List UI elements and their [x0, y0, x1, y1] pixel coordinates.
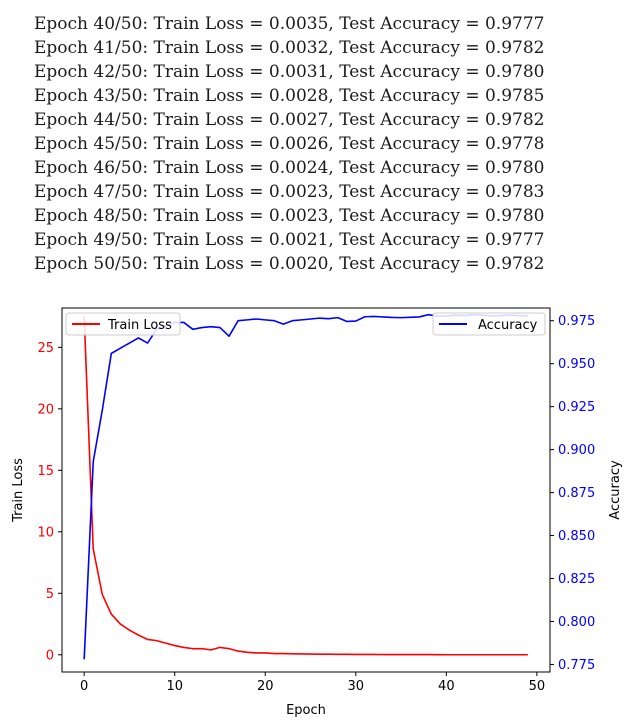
right-axis-ticks: 0.775 0.800 0.825 0.850 0.875 0.900 0.925 0.950…	[550, 314, 595, 673]
x-tick-label: 10	[166, 679, 183, 694]
x-axis-label: Epoch	[286, 703, 326, 718]
x-tick-label: 20	[257, 679, 274, 694]
accuracy-line	[83, 313, 528, 660]
legend-train-loss: Train Loss	[65, 312, 181, 336]
x-tick-label: 30	[348, 679, 365, 694]
right-tick-label: 0.950	[558, 357, 595, 372]
left-tick-label: 10	[37, 525, 54, 540]
right-tick-label: 0.850	[558, 529, 595, 544]
log-line: Epoch 50/50: Train Loss = 0.0020, Test A…	[34, 254, 545, 274]
log-line: Epoch 40/50: Train Loss = 0.0035, Test A…	[34, 14, 545, 34]
log-line: Epoch 47/50: Train Loss = 0.0023, Test A…	[34, 182, 545, 202]
right-tick-label: 0.925	[558, 400, 595, 415]
left-axis-ticks: 0 5 10 15 20 25	[37, 341, 62, 663]
right-tick-label: 0.875	[558, 486, 595, 501]
log-line: Epoch 44/50: Train Loss = 0.0027, Test A…	[34, 110, 545, 130]
right-tick-label: 0.775	[558, 658, 595, 673]
left-tick-label: 25	[37, 341, 54, 356]
log-line: Epoch 49/50: Train Loss = 0.0021, Test A…	[34, 230, 545, 250]
x-axis-ticks: 0 10 20 30 40 50	[80, 672, 545, 694]
right-tick-label: 0.825	[558, 572, 595, 587]
log-line: Epoch 42/50: Train Loss = 0.0031, Test A…	[34, 62, 545, 82]
training-log: Epoch 40/50: Train Loss = 0.0035, Test A…	[34, 0, 634, 276]
right-tick-label: 0.900	[558, 443, 595, 458]
log-line: Epoch 46/50: Train Loss = 0.0024, Test A…	[34, 158, 545, 178]
log-line: Epoch 43/50: Train Loss = 0.0028, Test A…	[34, 86, 545, 106]
train-loss-line	[83, 316, 528, 656]
legend-train-loss-label: Train Loss	[107, 318, 172, 333]
plot-frame	[61, 307, 551, 673]
x-tick-label: 50	[529, 679, 546, 694]
log-line: Epoch 48/50: Train Loss = 0.0023, Test A…	[34, 206, 545, 226]
left-tick-label: 20	[37, 402, 54, 417]
log-line: Epoch 45/50: Train Loss = 0.0026, Test A…	[34, 134, 545, 154]
right-tick-label: 0.975	[558, 314, 595, 329]
log-line: Epoch 41/50: Train Loss = 0.0032, Test A…	[34, 38, 545, 58]
left-tick-label: 5	[46, 587, 54, 602]
right-axis-label: Accuracy	[608, 460, 623, 520]
x-tick-label: 0	[80, 679, 88, 694]
left-tick-label: 0	[46, 648, 54, 663]
legend-accuracy-label: Accuracy	[478, 318, 538, 333]
left-axis-label: Train Loss	[11, 458, 26, 523]
legend-accuracy: Accuracy	[432, 312, 546, 336]
series-lines	[83, 313, 528, 660]
x-tick-label: 40	[438, 679, 455, 694]
right-tick-label: 0.800	[558, 615, 595, 630]
left-tick-label: 15	[37, 464, 54, 479]
